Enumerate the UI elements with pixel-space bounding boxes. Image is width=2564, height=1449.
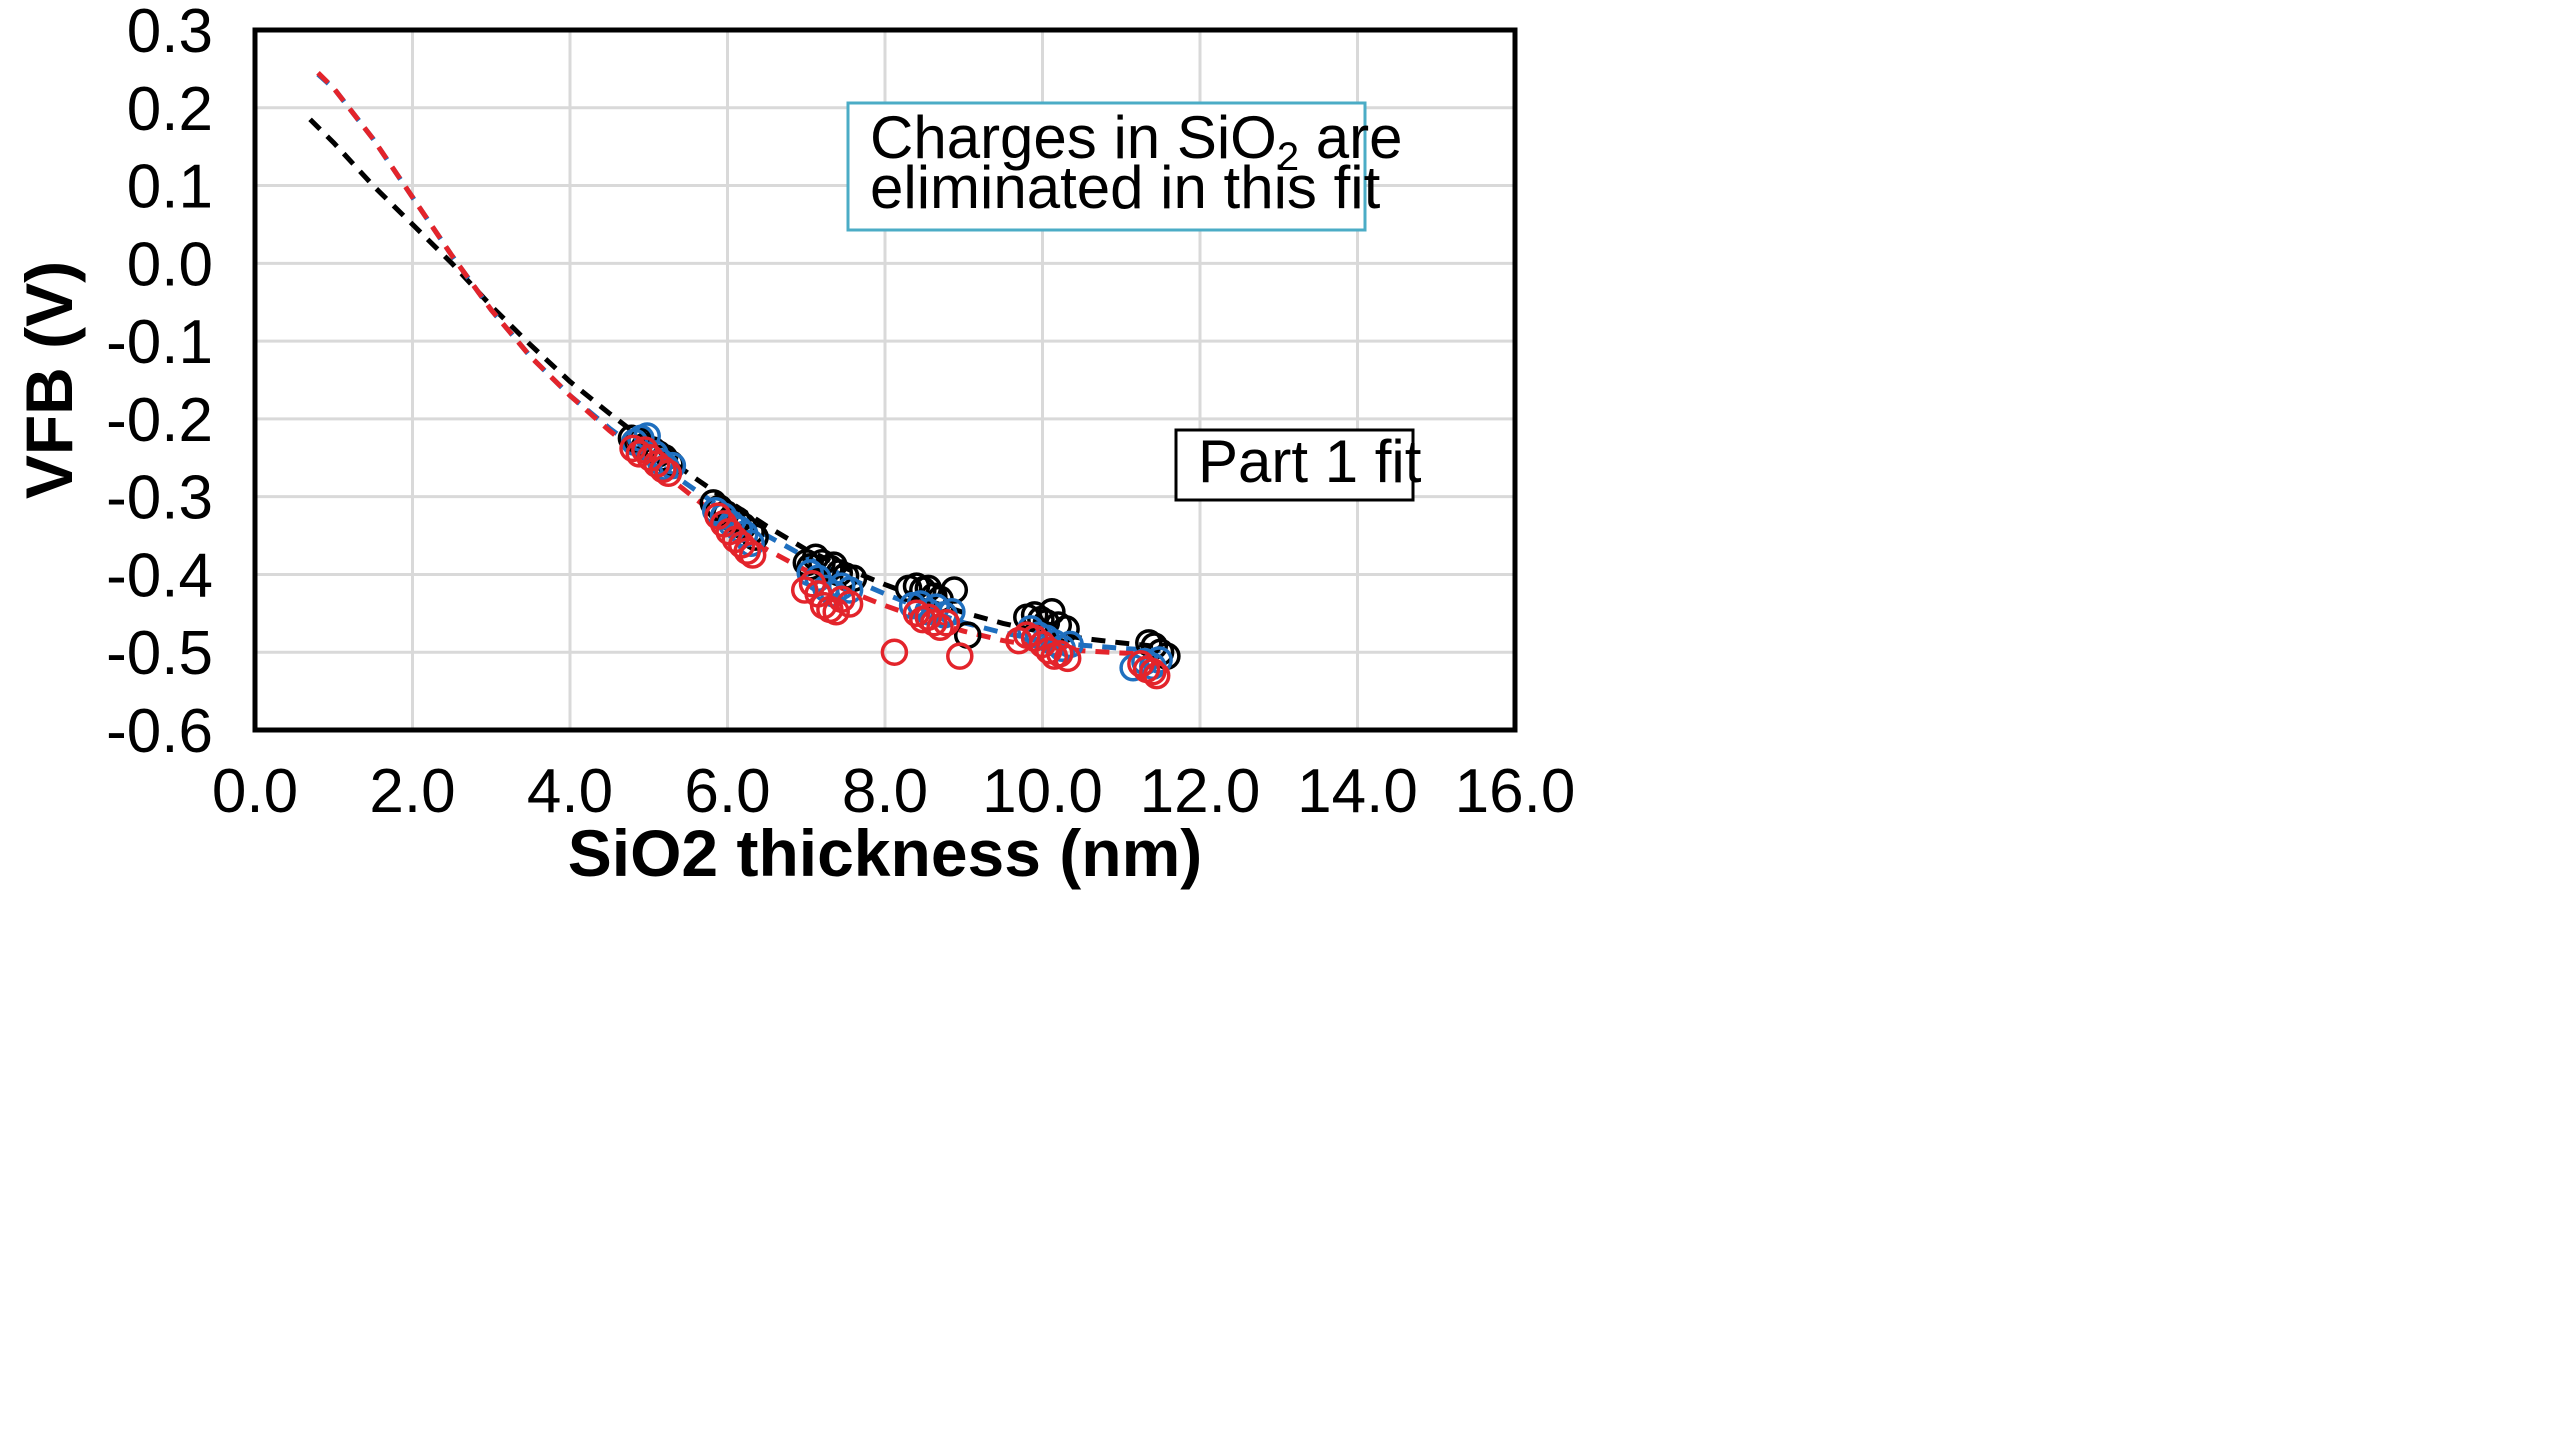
- data-point: [932, 608, 961, 637]
- data-point: [926, 613, 954, 642]
- annotation-charges-suffix: are: [1299, 104, 1402, 171]
- annotation-charges-line2: eliminated in this fit: [870, 154, 1381, 221]
- annotation-charges-frame: [846, 101, 1367, 232]
- annotation-part1-box: Part 1 fit: [1174, 428, 1422, 502]
- data-point: [920, 608, 948, 637]
- annotation-part1-frame: [1174, 428, 1415, 502]
- data-point: [1139, 657, 1167, 686]
- data-points: [617, 422, 1181, 690]
- x-tick-label: 12.0: [1140, 757, 1261, 826]
- y-tick-label: -0.3: [106, 464, 213, 533]
- y-tick-label: -0.5: [106, 619, 213, 688]
- y-axis-title: VFB (V): [12, 261, 86, 499]
- annotation-charges-subscript: 2: [1277, 135, 1299, 179]
- x-axis-ticks: 0.0 2.0 4.0 6.0 8.0 10.0 12.0 14.0 16.0: [212, 757, 1575, 826]
- x-tick-label: 10.0: [982, 757, 1103, 826]
- data-point: [1142, 661, 1171, 690]
- plot-area-frame: [252, 27, 1518, 733]
- x-tick-label: 2.0: [369, 757, 455, 826]
- data-point: [835, 590, 864, 618]
- data-point: [822, 598, 850, 626]
- y-tick-label: -0.6: [106, 697, 213, 766]
- annotation-charges-box: Charges in SiO2 are eliminated in this f…: [846, 101, 1403, 232]
- annotation-charges-line1: Charges in SiO2 are: [870, 104, 1403, 179]
- x-tick-label: 0.0: [212, 757, 298, 826]
- data-point: [738, 541, 767, 569]
- data-point: [1038, 598, 1066, 626]
- x-tick-label: 8.0: [842, 757, 928, 826]
- data-point: [835, 576, 864, 604]
- data-point: [733, 537, 761, 565]
- x-tick-label: 14.0: [1297, 757, 1418, 826]
- annotation-charges-prefix: Charges in SiO: [870, 104, 1277, 171]
- data-point: [880, 638, 909, 666]
- data-point: [790, 576, 819, 604]
- x-tick-label: 6.0: [684, 757, 770, 826]
- y-tick-label: -0.4: [106, 541, 213, 610]
- data-point: [1053, 644, 1082, 673]
- y-tick-label: 0.3: [127, 0, 213, 66]
- y-axis-ticks: 0.3 0.2 0.1 0.0 -0.1 -0.2 -0.3 -0.4 -0.5 -0.6: [106, 0, 213, 766]
- x-tick-label: 16.0: [1455, 757, 1576, 826]
- x-axis-title: SiO2 thickness (nm): [568, 816, 1203, 890]
- data-point: [940, 576, 969, 604]
- y-tick-label: -0.1: [106, 308, 213, 377]
- y-tick-label: 0.2: [127, 75, 213, 144]
- data-point: [654, 459, 683, 488]
- y-tick-label: 0.0: [127, 230, 213, 299]
- y-tick-label: 0.1: [127, 153, 213, 222]
- x-tick-label: 4.0: [527, 757, 613, 826]
- data-point: [946, 642, 974, 670]
- y-tick-label: -0.2: [106, 386, 213, 455]
- data-point: [649, 455, 677, 484]
- annotation-part1-text: Part 1 fit: [1198, 428, 1422, 495]
